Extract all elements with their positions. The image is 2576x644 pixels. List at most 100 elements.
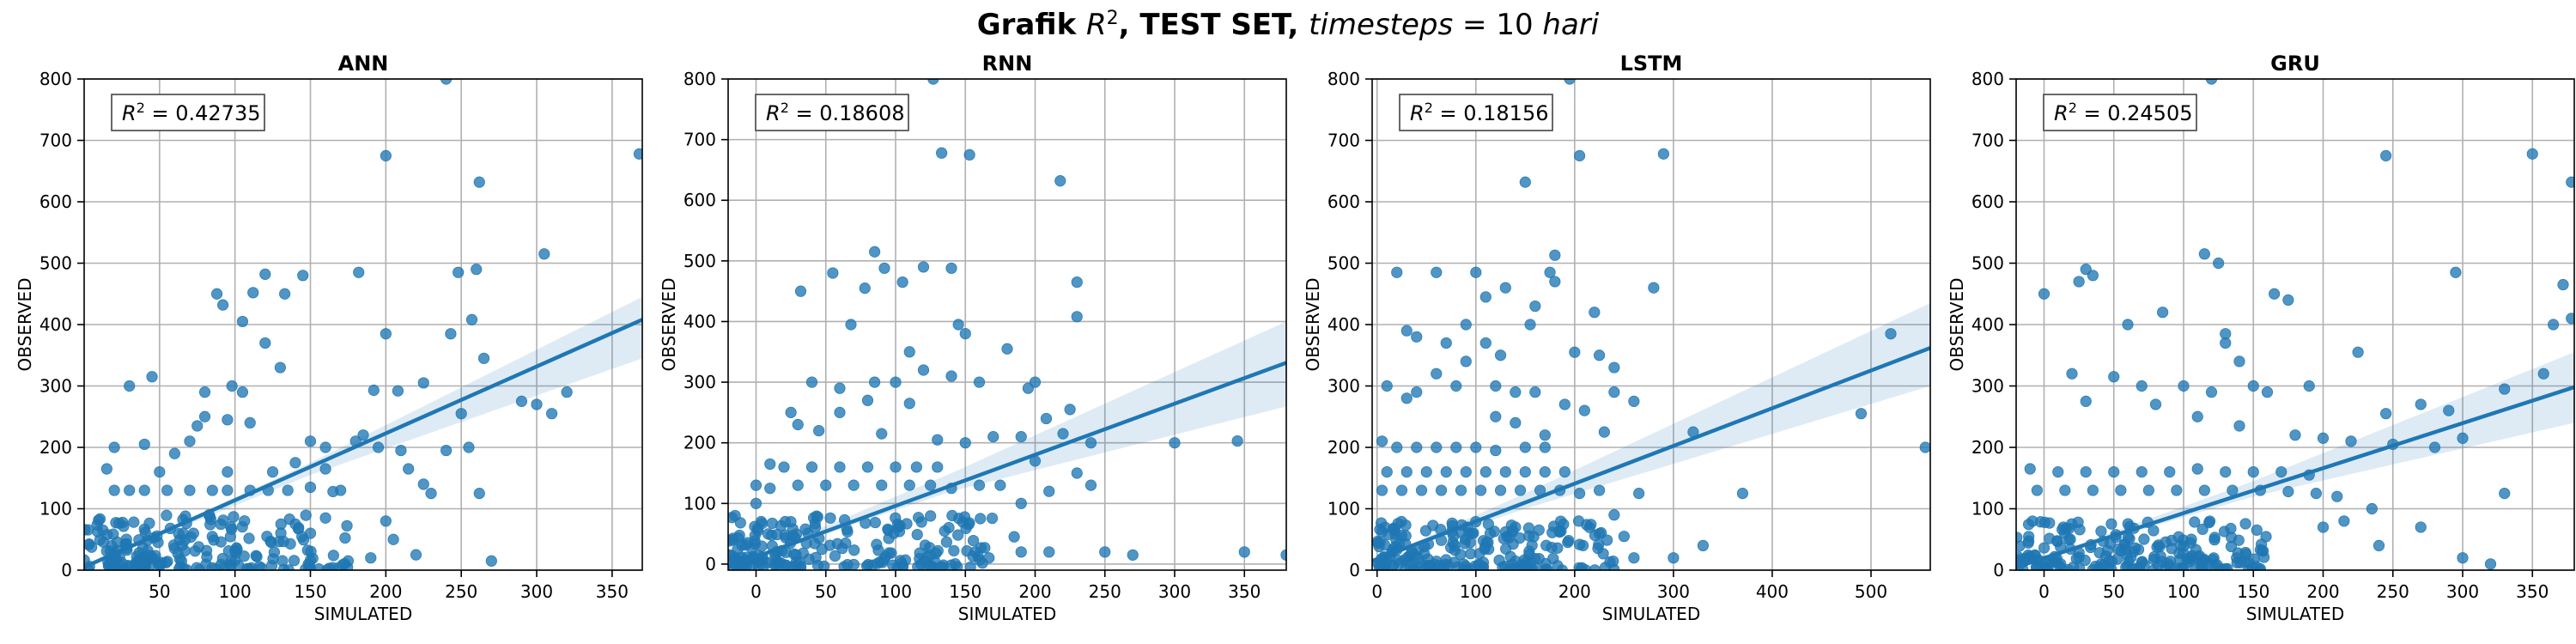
scatter-point [2136,465,2148,478]
scatter-point [138,484,150,496]
scatter-point [1411,386,1423,398]
scatter-point [215,536,227,548]
scatter-point [994,479,1006,491]
scatter-point [2380,149,2392,161]
scatter-point [729,509,741,522]
scatter-point [1529,386,1541,398]
x-axis-label: SIMULATED [314,604,412,624]
scatter-point [1493,554,1505,567]
scatter-point [304,481,317,494]
scatter-point [964,561,976,570]
scatter-point [976,557,988,569]
scatter-point [859,283,871,295]
scatter-point [2105,556,2118,568]
y-tick-label: 300 [1971,376,2004,397]
scatter-point [304,527,317,539]
scatter-point [848,544,860,556]
scatter-point [2087,270,2099,282]
x-tick-label: 150 [949,581,981,602]
axes-frame [727,78,1287,571]
scatter-point [973,479,986,491]
scatter-point [1507,525,1519,537]
x-tick-label: 300 [2446,581,2479,602]
scatter-point [1573,488,1586,500]
scatter-point [1539,429,1551,441]
scatter-point [1539,465,1551,478]
chart-panel-lstm: 0 100 200 300 400 500 0 100 200 300 400 500 600 700 80… [1303,52,1931,624]
scatter-point [788,548,800,560]
scatter-point [845,319,857,331]
scatter-point [2317,432,2330,444]
scatter-point [911,528,923,541]
y-tick-label: 200 [1971,437,2004,458]
scatter-point [259,337,271,349]
scatter-point [987,431,999,443]
y-axis-label: OBSERVED [15,278,35,372]
scatter-point [236,315,249,328]
scatter-point [2122,560,2134,570]
scatter-point [1628,552,1640,564]
scatter-point [948,544,960,556]
scatter-point [392,385,404,397]
x-tick-label: 50 [149,581,170,602]
scatter-point [2526,148,2538,160]
x-tick-label: 500 [1855,581,1887,602]
scatter-point [1562,537,1574,549]
scatter-point [365,552,377,564]
scatter-point [198,410,211,422]
scatter-point [531,398,543,410]
scatter-point [236,520,248,533]
scatter-point [453,266,465,278]
scatter-point [794,285,807,297]
scatter-point [2239,518,2251,530]
scatter-point [2105,518,2117,530]
scatter-point [779,529,791,541]
scatter-point [764,483,776,495]
scatter-point [2248,553,2260,565]
y-tick-label: 100 [39,499,72,519]
scatter-point [827,267,839,279]
y-tick-label: 0 [61,560,72,580]
scatter-point [2247,380,2259,392]
scatter-point [1040,412,1053,425]
scatter-point [2038,516,2050,528]
y-tick-label: 200 [1327,437,1360,458]
r2-annotation: R2 = 0.24505 [2054,100,2193,126]
y-tick-label: 800 [1971,69,2004,89]
scatter-point [417,478,429,490]
scatter-point [265,560,278,570]
x-tick-label: 400 [1756,581,1789,602]
scatter-point [289,457,301,469]
scatter-point [2566,313,2574,325]
scatter-point [2232,547,2244,559]
x-tick-label: 250 [2377,581,2409,602]
scatter-point [1084,437,1097,449]
scatter-point [2153,539,2165,551]
scatter-point [1400,563,1412,570]
scatter-point [236,386,249,398]
r2-annotation: R2 = 0.42735 [122,100,261,126]
scatter-point [2220,337,2232,349]
scatter-point [795,561,807,570]
scatter-point [108,441,120,453]
scatter-point [917,261,930,273]
scatter-point [184,484,196,496]
x-tick-label: 250 [445,581,477,602]
scatter-point [1519,465,1531,478]
scatter-point [2157,307,2169,319]
scatter-point [160,556,172,568]
scatter-point [1411,331,1423,343]
scatter-point [1071,467,1083,479]
scatter-point [1558,398,1571,410]
scatter-point [1589,529,1601,542]
subplot-title: LSTM [1620,52,1683,76]
scatter-point [1736,488,1749,500]
scatter-point [161,509,173,521]
scatter-point [1554,515,1567,527]
r2-annotation: R2 = 0.18608 [766,100,905,126]
y-tick-label: 800 [1327,69,1360,89]
scatter-point [939,525,951,538]
scatter-point [2457,552,2469,564]
scatter-point [473,176,485,188]
scatter-point [1450,441,1462,453]
